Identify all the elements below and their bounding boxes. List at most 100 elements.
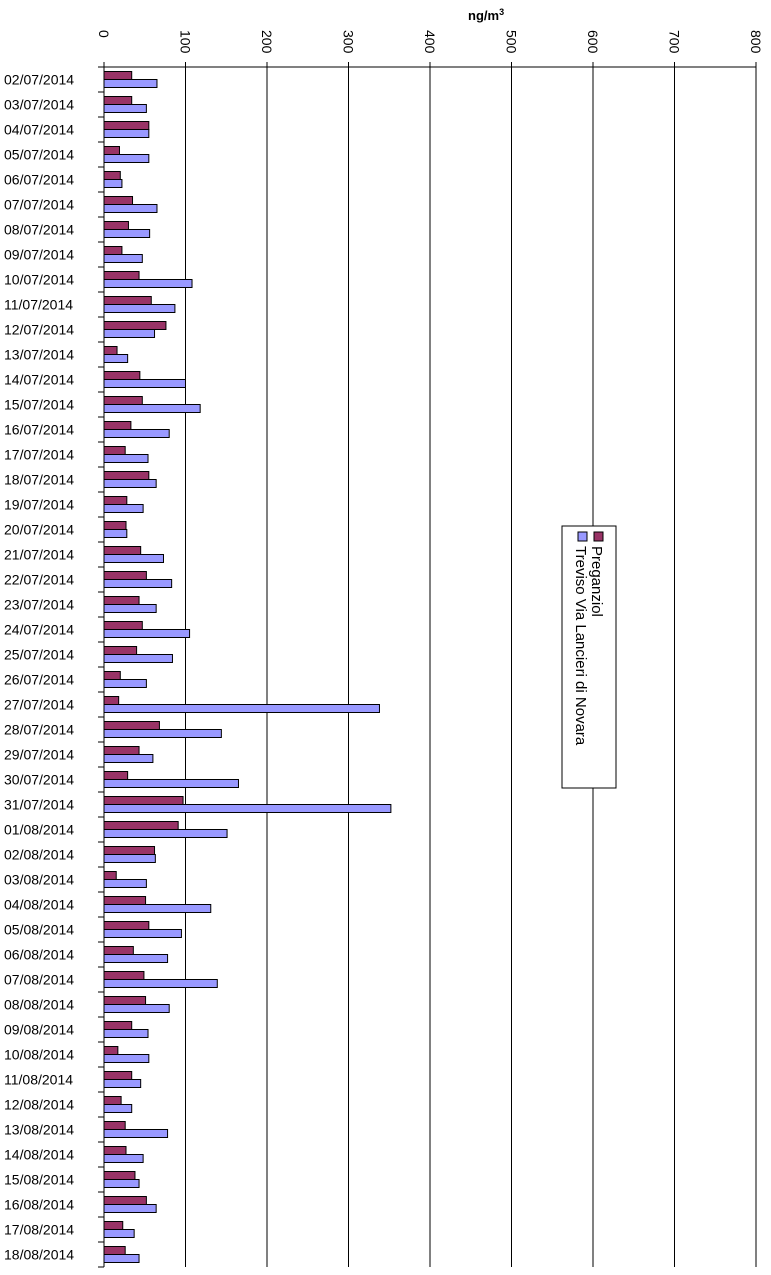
bar-treviso bbox=[103, 1004, 170, 1013]
bar-treviso bbox=[103, 679, 147, 688]
y-tick-label: 27/07/2014 bbox=[4, 697, 74, 713]
bar-treviso bbox=[103, 1079, 142, 1088]
bar-treviso bbox=[103, 604, 157, 613]
bar-treviso bbox=[103, 379, 186, 388]
y-tick-label: 25/07/2014 bbox=[4, 647, 74, 663]
bar-treviso bbox=[103, 829, 228, 838]
bar-preganziol bbox=[103, 1171, 136, 1180]
bar-treviso bbox=[103, 429, 170, 438]
x-tick-label: 100 bbox=[178, 30, 194, 54]
y-tick-label: 04/07/2014 bbox=[4, 122, 74, 138]
y-tick-label: 05/08/2014 bbox=[4, 922, 74, 938]
bar-treviso bbox=[103, 229, 151, 238]
bar-preganziol bbox=[103, 471, 150, 480]
bar-preganziol bbox=[103, 321, 167, 330]
y-tick-label: 21/07/2014 bbox=[4, 547, 74, 563]
y-tick-label: 19/07/2014 bbox=[4, 497, 74, 513]
y-tick-label: 18/07/2014 bbox=[4, 472, 74, 488]
bar-preganziol bbox=[103, 671, 121, 680]
bar-preganziol bbox=[103, 96, 133, 105]
bar-treviso bbox=[103, 279, 193, 288]
y-tick-label: 14/07/2014 bbox=[4, 372, 74, 388]
y-tick-label: 09/08/2014 bbox=[4, 1022, 74, 1038]
bar-treviso bbox=[103, 479, 157, 488]
bar-treviso bbox=[103, 1029, 149, 1038]
bar-preganziol bbox=[103, 1121, 126, 1130]
bar-preganziol bbox=[103, 1021, 133, 1030]
bar-preganziol bbox=[103, 646, 138, 655]
bar-treviso bbox=[103, 979, 218, 988]
y-tick-label: 26/07/2014 bbox=[4, 672, 74, 688]
x-axis-title-text: ng/m bbox=[468, 8, 499, 23]
y-tick-label: 05/07/2014 bbox=[4, 147, 74, 163]
bar-treviso bbox=[103, 304, 176, 313]
bar-treviso bbox=[103, 1054, 150, 1063]
x-axis-title-superscript: 3 bbox=[499, 7, 504, 17]
bar-treviso bbox=[103, 1129, 169, 1138]
y-tick-label: 30/07/2014 bbox=[4, 772, 74, 788]
legend-swatch bbox=[577, 531, 588, 542]
x-tick-label: 300 bbox=[341, 30, 357, 54]
bar-preganziol bbox=[103, 146, 120, 155]
bar-preganziol bbox=[103, 1046, 119, 1055]
bar-treviso bbox=[103, 729, 222, 738]
bar-treviso bbox=[103, 1229, 135, 1238]
y-tick-label: 29/07/2014 bbox=[4, 747, 74, 763]
bar-preganziol bbox=[103, 846, 156, 855]
x-axis-title: ng/m3 bbox=[468, 7, 504, 23]
y-tick-label: 20/07/2014 bbox=[4, 522, 74, 538]
bar-treviso bbox=[103, 779, 239, 788]
bar-treviso bbox=[103, 954, 169, 963]
y-tick-label: 13/08/2014 bbox=[4, 1122, 74, 1138]
bar-treviso bbox=[103, 1204, 157, 1213]
y-tick-label: 06/08/2014 bbox=[4, 947, 74, 963]
bar-treviso bbox=[103, 629, 191, 638]
y-tick-label: 03/07/2014 bbox=[4, 97, 74, 113]
bar-preganziol bbox=[103, 371, 141, 380]
bar-treviso bbox=[103, 129, 150, 138]
y-tick-label: 15/08/2014 bbox=[4, 1172, 74, 1188]
y-tick-label: 22/07/2014 bbox=[4, 572, 74, 588]
bar-treviso bbox=[103, 754, 154, 763]
bar-preganziol bbox=[103, 1146, 127, 1155]
y-tick-label: 11/08/2014 bbox=[4, 1072, 73, 1088]
y-tick-label: 12/08/2014 bbox=[4, 1097, 74, 1113]
gridlines bbox=[185, 67, 757, 1267]
y-tick-label: 17/07/2014 bbox=[4, 447, 74, 463]
x-axis: 0 100 200 300 400 500 600 700 800 bbox=[96, 30, 764, 68]
bar-treviso bbox=[103, 1104, 133, 1113]
bar-treviso bbox=[103, 1154, 144, 1163]
x-tick-label: 800 bbox=[748, 30, 764, 54]
y-tick-label: 14/08/2014 bbox=[4, 1147, 74, 1163]
bar-treviso bbox=[103, 804, 392, 813]
x-tick-label: 600 bbox=[585, 30, 601, 54]
bar-preganziol bbox=[103, 796, 184, 805]
y-tick-label: 07/08/2014 bbox=[4, 972, 74, 988]
y-tick-label: 28/07/2014 bbox=[4, 722, 74, 738]
bar-treviso bbox=[103, 454, 149, 463]
y-tick-label: 23/07/2014 bbox=[4, 597, 74, 613]
y-tick-label: 10/07/2014 bbox=[4, 272, 74, 288]
x-tick-label: 200 bbox=[259, 30, 275, 54]
bar-preganziol bbox=[103, 446, 126, 455]
bar-treviso bbox=[103, 254, 143, 263]
bar-preganziol bbox=[103, 571, 147, 580]
y-tick-label: 18/08/2014 bbox=[4, 1247, 74, 1263]
legend-label: Preganziol bbox=[588, 546, 605, 617]
y-tick-label: 13/07/2014 bbox=[4, 347, 74, 363]
bar-treviso bbox=[103, 404, 201, 413]
x-tick-label: 700 bbox=[667, 30, 683, 54]
bar-treviso bbox=[103, 579, 173, 588]
bar-treviso bbox=[103, 1254, 140, 1263]
bar-preganziol bbox=[103, 971, 145, 980]
bar-treviso bbox=[103, 929, 182, 938]
bar-preganziol bbox=[103, 996, 147, 1005]
y-tick-label: 16/08/2014 bbox=[4, 1197, 74, 1213]
bar-treviso bbox=[103, 79, 158, 88]
bar-preganziol bbox=[103, 621, 143, 630]
bar-preganziol bbox=[103, 596, 140, 605]
y-tick-label: 03/08/2014 bbox=[4, 872, 74, 888]
bar-preganziol bbox=[103, 721, 160, 730]
bar-preganziol bbox=[103, 746, 140, 755]
